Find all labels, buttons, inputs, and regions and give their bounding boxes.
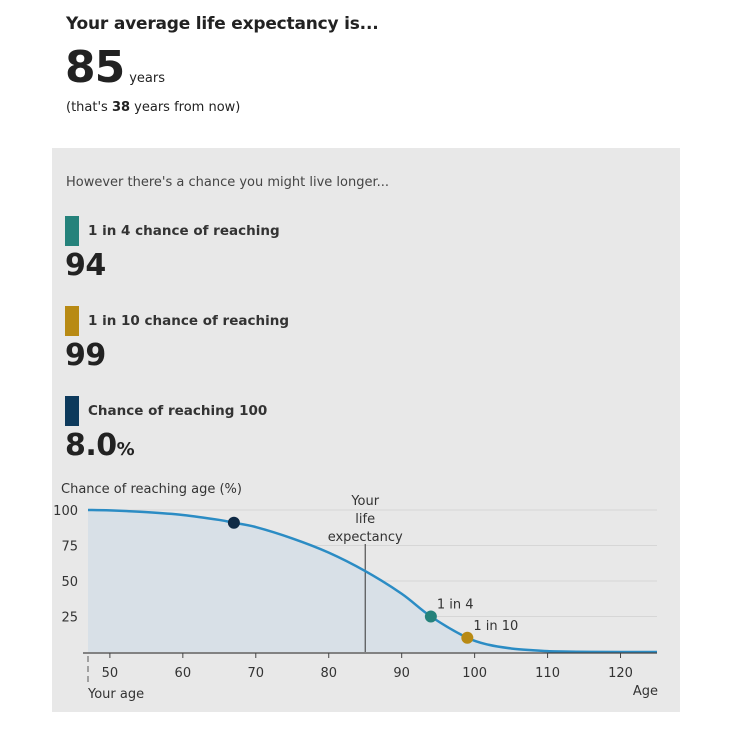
stat-label: Chance of reaching 100 [88,403,268,419]
stat-value: 8.0% [65,428,135,463]
current-age-point [227,516,240,529]
intro-text: However there's a chance you might live … [66,175,390,190]
life-expectancy-unit: years [129,71,166,86]
one-in-ten-point [461,631,474,644]
y-tick-label: 100 [53,504,78,519]
stat-number: 8.0 [65,428,117,463]
x-tick-label: 80 [320,666,337,681]
stat-label: 1 in 10 chance of reaching [88,313,289,329]
life-expectancy-label-line: Your [350,494,379,509]
x-tick-label: 90 [393,666,410,681]
x-tick-label: 70 [248,666,265,681]
one-in-ten-label: 1 in 10 [473,619,518,634]
x-tick-label: 120 [608,666,633,681]
stat-number: 99 [65,338,106,373]
stat-suffix: % [116,439,135,460]
survival-area [88,510,657,652]
sub-suffix: years from now) [130,100,241,115]
x-ticks: 50 60 70 80 90 100 110 120 [102,653,633,681]
sub-prefix: (that's [66,100,112,115]
life-expectancy-display: 85 years [65,42,165,94]
one-in-four-label: 1 in 4 [437,598,474,613]
x-tick-label: 50 [102,666,119,681]
x-tick-label: 100 [462,666,487,681]
stat-number: 94 [65,248,106,283]
survival-curve-line [87,508,658,654]
y-tick-label: 50 [61,575,78,590]
y-tick-labels: 25 50 75 100 [53,504,78,626]
stat-label: 1 in 4 chance of reaching [88,223,280,239]
years-from-now-text: (that's 38 years from now) [66,100,240,115]
life-expectancy-value: 85 [65,42,125,93]
stat-value: 94 [65,248,106,283]
x-axis-title: Age [633,684,658,699]
markers: 1 in 4 1 in 10 [227,516,518,644]
y-tick-label: 75 [61,540,78,555]
navy-color-swatch [65,396,79,426]
teal-color-swatch [65,216,79,246]
y-tick-label: 25 [61,611,78,626]
x-tick-label: 110 [535,666,560,681]
life-expectancy-label: Your life expectancy [328,494,403,545]
gold-color-swatch [65,306,79,336]
one-in-four-point [424,610,437,623]
y-axis-title: Chance of reaching age (%) [61,482,242,497]
years-from-now-value: 38 [111,100,131,115]
life-expectancy-label-line: expectancy [328,530,403,545]
stat-value: 99 [65,338,106,373]
headline: Your average life expectancy is... [66,14,379,34]
your-age-label: Your age [87,687,144,702]
life-expectancy-label-line: life [355,512,375,527]
x-tick-label: 60 [175,666,192,681]
